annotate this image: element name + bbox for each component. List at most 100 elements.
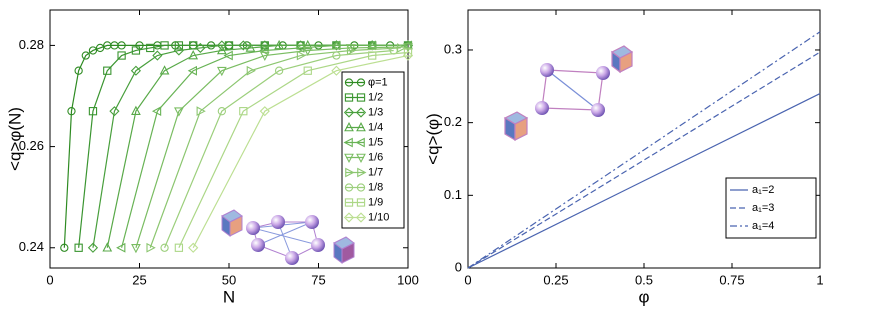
marker [74,66,83,75]
marker [151,106,162,117]
marker [356,198,366,207]
x-tick-label: 25 [132,272,146,287]
legend-label: 1/7 [368,166,383,178]
marker [109,106,120,117]
marker [117,51,126,60]
legend-label: 1/8 [368,181,383,193]
x-tick-label: 100 [397,272,419,287]
x-tick-label: 0.75 [719,272,744,287]
marker [343,137,353,148]
marker [195,42,206,54]
legend-label: 1/3 [368,106,383,118]
marker [344,93,354,102]
x-tick-label: 50 [222,272,236,287]
marker [303,66,312,75]
marker [274,66,284,75]
marker [356,93,366,102]
marker [356,121,366,132]
marker [116,242,126,253]
x-tick-label: 0 [46,272,53,287]
marker [246,65,256,76]
marker [103,66,112,75]
marker [95,43,105,53]
marker [160,243,169,252]
series-line [164,49,394,248]
series-line [192,54,409,249]
x-tick-label: 0.25 [543,272,568,287]
marker [146,43,155,53]
marker [344,153,354,164]
marker [368,51,377,60]
marker [87,242,99,253]
legend-label: 1/9 [368,196,383,208]
marker [259,51,270,62]
marker [223,50,233,61]
series-line [178,51,409,249]
marker [402,50,414,61]
y-tick-label: 0.24 [19,239,44,254]
marker [355,212,367,223]
y-axis-label: <q>(φ) [423,113,442,165]
marker [403,43,413,53]
marker [152,50,163,61]
marker [173,45,184,56]
marker [259,40,270,51]
marker [356,153,366,164]
inset-cluster-left [221,209,355,265]
marker [357,167,367,178]
y-tick-label: 0.2 [444,114,462,129]
marker [159,65,170,75]
y-tick-label: 0 [455,259,462,274]
marker [131,243,141,254]
legend-label: a₁=2 [752,184,774,196]
inset-cluster-right [503,45,634,142]
marker [187,65,197,76]
y-tick-label: 0.1 [444,187,462,202]
marker [60,243,69,252]
marker [81,51,90,60]
x-tick-label: 0 [464,272,471,287]
marker [174,107,184,117]
series-line [467,51,821,269]
marker [344,198,354,207]
marker [117,41,126,50]
x-axis-label: N [223,287,235,306]
marker [331,65,342,76]
marker [356,183,366,192]
marker [343,212,355,223]
legend-label: a₁=3 [752,202,774,214]
marker [345,44,356,54]
legend-label: φ=1 [368,76,388,88]
x-axis-label: φ [638,287,649,306]
y-tick-label: 0.26 [19,138,44,153]
legend-label: 1/6 [368,151,383,163]
legend-label: a₁=4 [752,220,774,232]
marker [88,107,98,116]
marker [239,107,248,116]
marker [344,183,354,192]
marker [296,50,307,61]
marker [188,242,199,253]
marker [217,107,226,116]
series-line [467,93,821,269]
x-tick-label: 1 [816,272,823,287]
marker [346,45,357,56]
y-tick-label: 0.3 [444,41,462,56]
marker [302,46,313,56]
y-axis-label: <q>φ(N) [5,107,24,171]
marker [196,106,206,117]
y-tick-label: 0.28 [19,37,44,52]
marker [259,106,270,117]
marker [238,40,249,51]
legend-label: 1/4 [368,121,383,133]
marker [131,46,141,55]
marker [344,121,354,132]
marker [343,107,355,118]
marker [344,78,354,87]
marker [102,242,113,252]
series-line [467,31,821,269]
x-tick-label: 0.5 [635,272,653,287]
marker [130,65,142,76]
marker [332,51,341,60]
